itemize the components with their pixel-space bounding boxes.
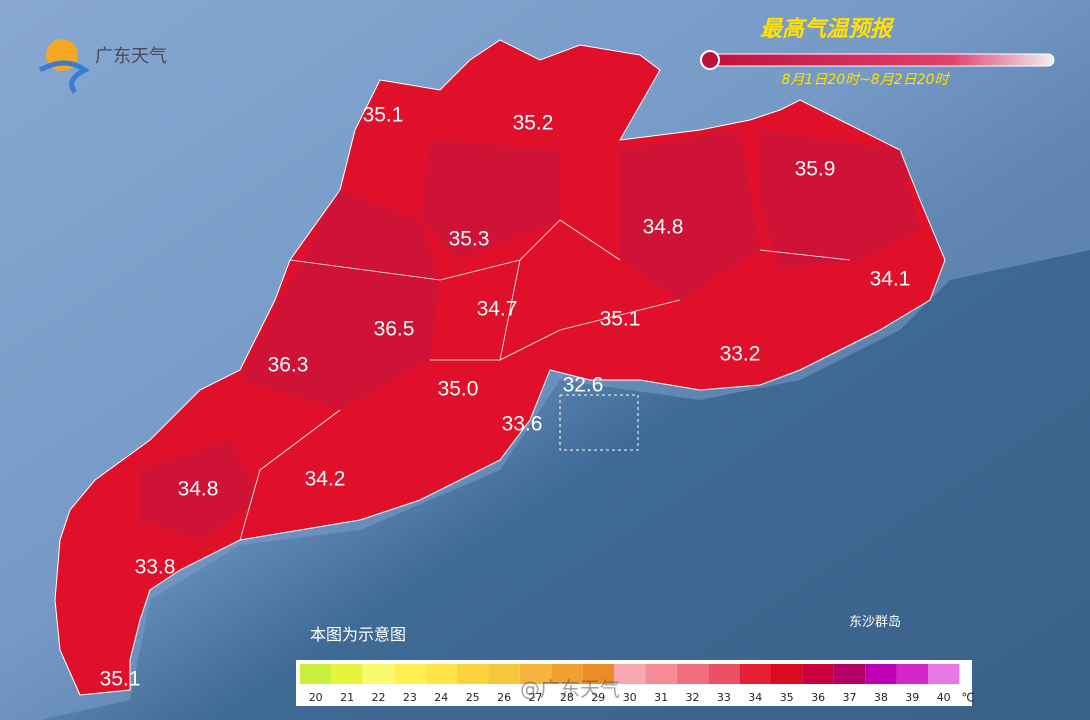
temp-label: 34.7 (477, 298, 518, 321)
temp-label: 35.1 (363, 104, 404, 127)
hk-box (559, 394, 639, 451)
temp-label: 34.8 (643, 216, 684, 239)
island-label: 东沙群岛 (849, 614, 901, 630)
legend-tick: 24 (434, 691, 448, 704)
temp-label: 34.2 (305, 468, 346, 491)
legend-tick: 29 (591, 691, 605, 704)
legend-swatch (928, 664, 960, 684)
thermometer (707, 53, 1055, 67)
legend-swatch (551, 664, 583, 684)
title: 最高气温预报 (760, 16, 895, 42)
legend-swatch (300, 664, 332, 684)
temp-label: 33.8 (135, 556, 176, 579)
legend-swatch (331, 664, 363, 684)
legend-swatch (582, 664, 614, 684)
legend-swatch (896, 664, 928, 684)
legend-tick: 32 (686, 691, 700, 704)
legend-tick: 40 (937, 691, 951, 704)
legend: 20 21 22 23 24 25 26 27 28 29 30 31 32 33 34 35 36 37 38 39… (300, 664, 975, 705)
legend-tick: 36 (811, 691, 825, 704)
legend-swatch (802, 664, 834, 684)
temp-label: 34.8 (178, 478, 219, 501)
temp-label: 33.2 (720, 343, 761, 366)
legend-tick: 30 (623, 691, 637, 704)
legend-unit: ℃ (961, 691, 974, 705)
logo-swirl (38, 60, 90, 94)
temp-label: 36.5 (374, 318, 415, 341)
legend-swatch (614, 664, 646, 684)
note: 本图为示意图 (310, 625, 406, 644)
temp-label: 35.9 (795, 158, 836, 181)
period: 8月1日20时~8月2日20时 (782, 72, 951, 88)
logo-text: 广东天气 (95, 46, 167, 67)
legend-tick: 37 (843, 691, 857, 704)
legend-tick: 35 (780, 691, 794, 704)
legend-swatch (708, 664, 740, 684)
legend-swatch (865, 664, 897, 684)
legend-tick: 20 (309, 691, 323, 704)
boundaries (239, 219, 851, 541)
legend-tick: 27 (529, 691, 543, 704)
legend-tick: 28 (560, 691, 574, 704)
temp-label: 32.6 (563, 374, 604, 397)
legend-tick: 26 (497, 691, 511, 704)
thermometer-bulb (700, 50, 720, 70)
legend-swatch (394, 664, 426, 684)
temp-label: 35.1 (600, 308, 641, 331)
legend-tick: 25 (466, 691, 480, 704)
legend-swatch (676, 664, 709, 684)
legend-swatch (771, 664, 803, 684)
legend-swatch (519, 664, 552, 684)
hot-region (140, 130, 920, 540)
legend-swatch (833, 664, 866, 684)
legend-tick: 33 (717, 691, 731, 704)
legend-swatch (488, 664, 520, 684)
legend-swatch (739, 664, 771, 684)
legend-swatch (425, 664, 457, 684)
temp-label: 34.1 (870, 268, 911, 291)
legend-tick: 39 (905, 691, 919, 704)
legend-swatch (645, 664, 677, 684)
temp-label: 35.3 (449, 228, 490, 251)
legend-tick: 22 (372, 691, 386, 704)
legend-tick: 34 (748, 691, 762, 704)
temp-label: 33.6 (502, 413, 543, 436)
legend-swatch (362, 664, 395, 684)
legend-swatch (457, 664, 489, 684)
legend-tick: 38 (874, 691, 888, 704)
temp-label: 35.0 (438, 378, 479, 401)
legend-tick: 23 (403, 691, 417, 704)
labels: 35.1 35.2 35.9 35.3 34.8 34.1 34.7 36.5 35.1 36.3… (100, 104, 911, 691)
temp-label: 36.3 (268, 354, 309, 377)
watermark: @广东天气 (520, 677, 620, 701)
legend-tick: 21 (340, 691, 354, 704)
temp-label: 35.2 (513, 112, 554, 135)
legend-tick: 31 (654, 691, 668, 704)
temp-label: 35.1 (100, 668, 141, 691)
